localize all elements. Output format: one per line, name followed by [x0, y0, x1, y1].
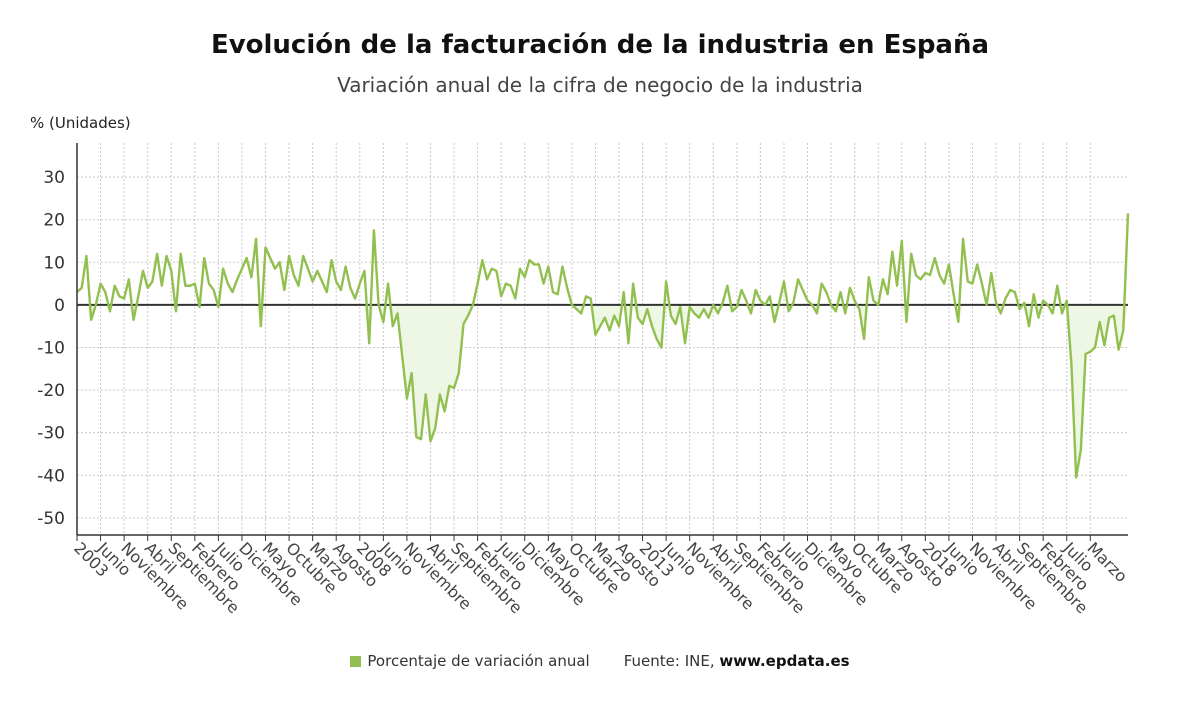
x-tick-labels: 2003JunioNoviembreAbrilSeptiembreFebrero… — [70, 538, 1131, 618]
y-tick-label: -20 — [37, 381, 65, 401]
y-tick-label: -30 — [37, 424, 65, 444]
source-prefix: Fuente: INE, — [623, 652, 715, 670]
axes — [76, 143, 1128, 536]
y-tick-label: 20 — [43, 211, 65, 231]
y-tick-label: -10 — [37, 339, 65, 359]
gridlines — [76, 143, 1128, 541]
y-tick-label: 10 — [43, 253, 65, 273]
legend-series-label: Porcentaje de variación anual — [367, 652, 590, 670]
negative-fill-area — [77, 304, 1128, 478]
legend-swatch — [350, 656, 362, 667]
y-tick-label: 30 — [43, 168, 65, 188]
y-axis-label: % (Unidades) — [30, 114, 131, 132]
y-tick-label: 0 — [54, 296, 65, 316]
chart-subtitle: Variación anual de la cifra de negocio d… — [337, 73, 863, 97]
y-tick-label: -50 — [37, 509, 65, 529]
chart-title: Evolución de la facturación de la indust… — [210, 30, 990, 60]
legend: Porcentaje de variación anual Fuente: INE… — [0, 652, 1200, 670]
series-line — [76, 213, 1130, 479]
source-link[interactable]: www.epdata.es — [719, 652, 850, 670]
y-tick-label: -40 — [37, 466, 65, 486]
y-tick-labels: 30 20 10 0 -10 -20 -30 -40 -50 — [37, 168, 65, 529]
negative-area-fill — [77, 304, 1128, 478]
series-line-group — [76, 213, 1130, 479]
